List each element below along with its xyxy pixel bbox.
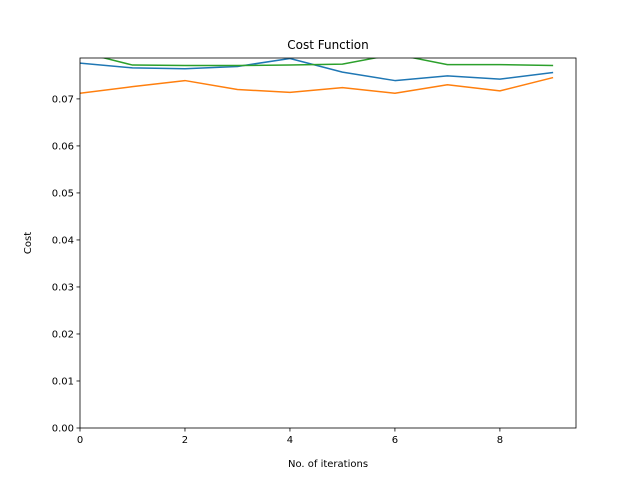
x-axis-ticks: 0 2 4 6 8 bbox=[77, 428, 503, 446]
y-axis-ticks: 0.00 0.01 0.02 0.03 0.04 0.05 0.06 0.07 bbox=[52, 94, 80, 435]
y-tick-label: 0.02 bbox=[52, 329, 74, 340]
x-tick-label: 6 bbox=[392, 435, 398, 446]
x-tick-label: 4 bbox=[287, 435, 293, 446]
y-tick-label: 0.05 bbox=[52, 188, 74, 199]
series-layer bbox=[80, 58, 554, 95]
y-tick-label: 0.06 bbox=[52, 141, 74, 152]
axes-frame bbox=[79, 57, 577, 429]
x-tick-label: 2 bbox=[182, 435, 188, 446]
y-tick-label: 0.00 bbox=[52, 424, 74, 435]
series-line-3 bbox=[101, 58, 554, 67]
series-line-2 bbox=[80, 76, 554, 95]
x-tick-label: 0 bbox=[77, 435, 83, 446]
x-axis-label: No. of iterations bbox=[288, 459, 368, 470]
y-tick-label: 0.03 bbox=[52, 282, 74, 293]
y-axis-label: Cost bbox=[23, 232, 34, 254]
y-tick-label: 0.04 bbox=[52, 235, 74, 246]
y-tick-label: 0.07 bbox=[52, 94, 74, 105]
y-tick-label: 0.01 bbox=[52, 376, 74, 387]
plot-area bbox=[80, 58, 576, 428]
x-tick-label: 8 bbox=[497, 435, 503, 446]
chart-title: Cost Function bbox=[287, 38, 369, 52]
